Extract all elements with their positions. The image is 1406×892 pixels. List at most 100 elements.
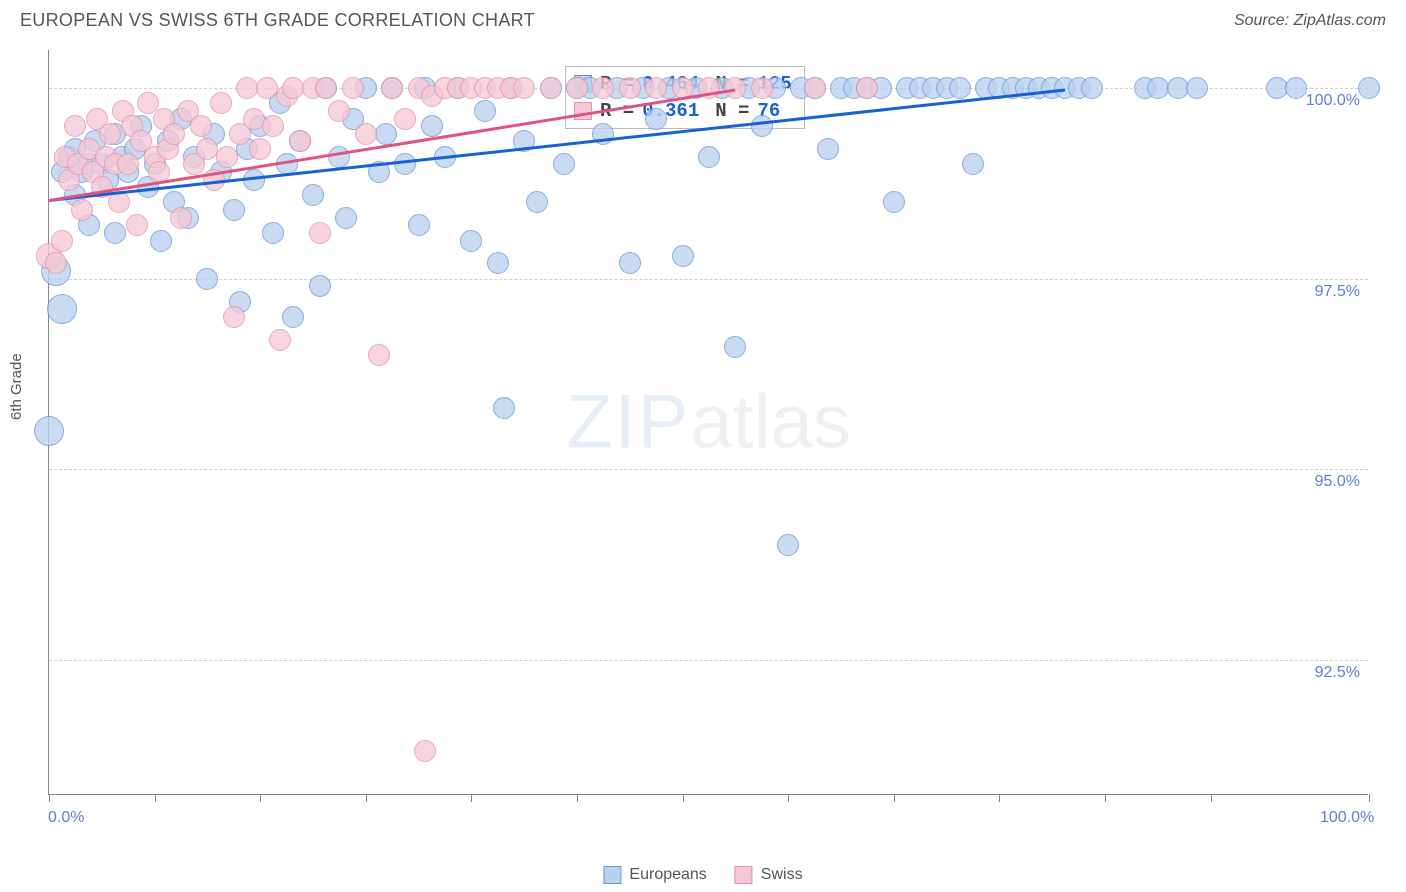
data-point[interactable] [962, 153, 984, 175]
data-point[interactable] [553, 153, 575, 175]
data-point[interactable] [196, 138, 218, 160]
data-point[interactable] [34, 416, 64, 446]
data-point[interactable] [47, 294, 77, 324]
data-point[interactable] [421, 115, 443, 137]
data-point[interactable] [856, 77, 878, 99]
watermark-part2: atlas [690, 380, 851, 465]
data-point[interactable] [355, 123, 377, 145]
x-tick [1211, 794, 1212, 802]
x-tick [49, 794, 50, 802]
data-point[interactable] [474, 100, 496, 122]
data-point[interactable] [196, 268, 218, 290]
data-point[interactable] [698, 146, 720, 168]
data-point[interactable] [223, 199, 245, 221]
data-point[interactable] [645, 77, 667, 99]
legend-swatch [735, 866, 753, 884]
data-point[interactable] [487, 252, 509, 274]
data-point[interactable] [1285, 77, 1307, 99]
legend-label: Swiss [761, 866, 803, 884]
data-point[interactable] [566, 77, 588, 99]
data-point[interactable] [335, 207, 357, 229]
data-point[interactable] [1167, 77, 1189, 99]
legend-item[interactable]: Europeans [603, 866, 706, 884]
data-point[interactable] [381, 77, 403, 99]
legend-item[interactable]: Swiss [735, 866, 803, 884]
legend: Europeans Swiss [603, 866, 802, 884]
data-point[interactable] [256, 77, 278, 99]
data-point[interactable] [216, 146, 238, 168]
data-point[interactable] [751, 115, 773, 137]
data-point[interactable] [493, 397, 515, 419]
x-tick [471, 794, 472, 802]
x-tick [999, 794, 1000, 802]
data-point[interactable] [751, 77, 773, 99]
data-point[interactable] [1147, 77, 1169, 99]
data-point[interactable] [526, 191, 548, 213]
data-point[interactable] [236, 77, 258, 99]
data-point[interactable] [309, 222, 331, 244]
y-tick-label: 97.5% [1315, 283, 1360, 301]
x-tick [260, 794, 261, 802]
data-point[interactable] [302, 184, 324, 206]
data-point[interactable] [724, 77, 746, 99]
data-point[interactable] [71, 199, 93, 221]
data-point[interactable] [408, 214, 430, 236]
data-point[interactable] [592, 77, 614, 99]
legend-swatch [603, 866, 621, 884]
data-point[interactable] [645, 108, 667, 130]
data-point[interactable] [540, 77, 562, 99]
data-point[interactable] [282, 306, 304, 328]
data-point[interactable] [328, 146, 350, 168]
data-point[interactable] [619, 77, 641, 99]
data-point[interactable] [282, 77, 304, 99]
data-point[interactable] [163, 123, 185, 145]
data-point[interactable] [1186, 77, 1208, 99]
data-point[interactable] [1081, 77, 1103, 99]
data-point[interactable] [949, 77, 971, 99]
data-point[interactable] [262, 222, 284, 244]
legend-label: Europeans [629, 866, 706, 884]
data-point[interactable] [309, 275, 331, 297]
data-point[interactable] [51, 230, 73, 252]
gridline [49, 469, 1368, 470]
data-point[interactable] [777, 534, 799, 556]
data-point[interactable] [342, 77, 364, 99]
x-tick [1105, 794, 1106, 802]
data-point[interactable] [513, 77, 535, 99]
data-point[interactable] [460, 230, 482, 252]
data-point[interactable] [243, 108, 265, 130]
data-point[interactable] [117, 153, 139, 175]
data-point[interactable] [262, 115, 284, 137]
data-point[interactable] [724, 336, 746, 358]
data-point[interactable] [1358, 77, 1380, 99]
data-point[interactable] [190, 115, 212, 137]
data-point[interactable] [328, 100, 350, 122]
data-point[interactable] [394, 108, 416, 130]
data-point[interactable] [804, 77, 826, 99]
data-point[interactable] [150, 230, 172, 252]
data-point[interactable] [126, 214, 148, 236]
data-point[interactable] [414, 740, 436, 762]
data-point[interactable] [375, 123, 397, 145]
data-point[interactable] [210, 92, 232, 114]
data-point[interactable] [64, 115, 86, 137]
data-point[interactable] [368, 344, 390, 366]
data-point[interactable] [45, 252, 67, 274]
data-point[interactable] [170, 207, 192, 229]
gridline [49, 660, 1368, 661]
data-point[interactable] [1266, 77, 1288, 99]
data-point[interactable] [223, 306, 245, 328]
data-point[interactable] [883, 191, 905, 213]
data-point[interactable] [315, 77, 337, 99]
data-point[interactable] [104, 222, 126, 244]
watermark: ZIPatlas [566, 379, 851, 466]
watermark-part1: ZIP [566, 380, 690, 465]
data-point[interactable] [269, 329, 291, 351]
data-point[interactable] [672, 245, 694, 267]
data-point[interactable] [289, 130, 311, 152]
data-point[interactable] [619, 252, 641, 274]
data-point[interactable] [394, 153, 416, 175]
data-point[interactable] [99, 123, 121, 145]
data-point[interactable] [249, 138, 271, 160]
data-point[interactable] [817, 138, 839, 160]
